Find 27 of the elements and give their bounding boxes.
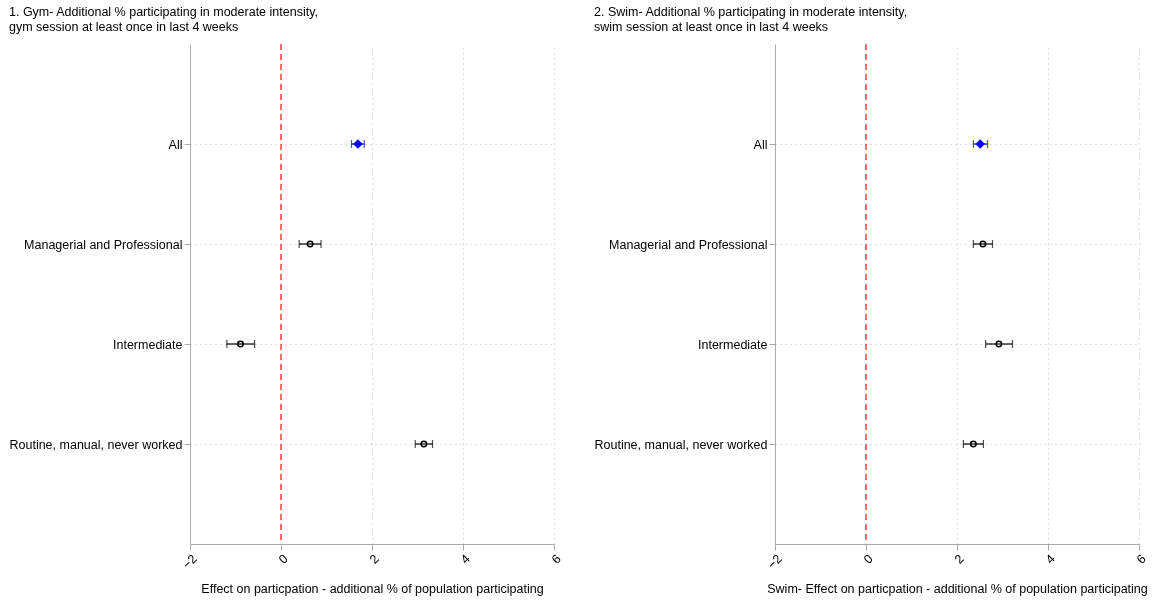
x-axis-title: Effect on particpation - additional % of population participating	[201, 582, 544, 597]
y-tick-label: Managerial and Professional	[609, 237, 768, 252]
x-tick-label: 6	[1133, 551, 1149, 567]
y-tick-label: Routine, manual, never worked	[594, 437, 768, 452]
y-tick-label: Routine, manual, never worked	[9, 437, 183, 452]
y-tick-label: Intermediate	[113, 337, 183, 352]
x-axis-title: Swim- Effect on particpation - additional % of population participating	[767, 582, 1148, 597]
y-tick-label: All	[753, 137, 768, 152]
point	[995, 340, 1003, 348]
y-tick-label: Intermediate	[698, 337, 768, 352]
chart-title: 1. Gym- Additional % participating in moderate intensity, gym session at least once in last 4 weeks	[8, 5, 318, 34]
point	[969, 440, 977, 448]
y-tick-label: All	[168, 137, 183, 152]
x-tick-label: 4	[1042, 551, 1058, 567]
x-tick-label: −2	[179, 551, 200, 572]
x-tick-label: 2	[951, 551, 967, 567]
x-tick-label: 6	[548, 551, 564, 567]
x-tick-label: 4	[457, 551, 473, 567]
point	[306, 240, 314, 248]
point	[237, 340, 244, 348]
chart-title: 2. Swim- Additional % participating in moderate intensity, swim session at least once in last 4 weeks	[593, 5, 908, 34]
x-tick-label: 0	[275, 551, 291, 567]
y-tick-label: Managerial and Professional	[24, 237, 183, 252]
x-tick-label: 2	[366, 551, 382, 567]
x-tick-label: −2	[764, 551, 785, 572]
point	[420, 440, 428, 448]
x-tick-label: 0	[860, 551, 876, 567]
